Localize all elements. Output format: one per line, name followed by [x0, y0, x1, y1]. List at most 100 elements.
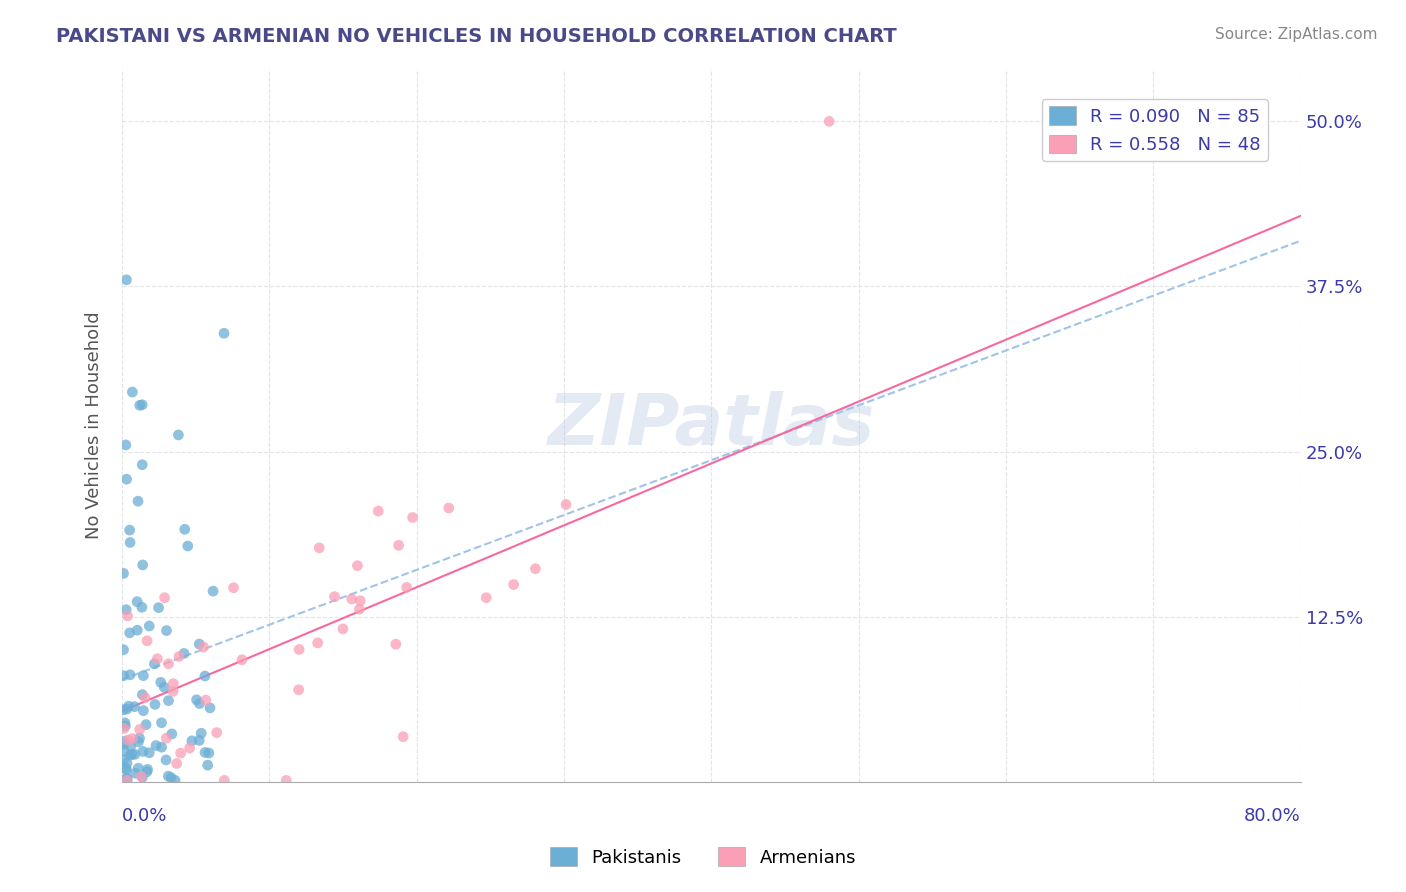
Point [127, 494, 149, 508]
Point [132, 704, 155, 718]
Point [194, 746, 217, 760]
Point [475, 591, 498, 605]
Point [121, 385, 143, 400]
Point [112, 566, 135, 581]
Point [193, 640, 215, 654]
Point [155, 753, 177, 767]
Point [198, 746, 221, 760]
Point [138, 746, 160, 760]
Point [165, 773, 187, 788]
Text: Source: ZipAtlas.com: Source: ZipAtlas.com [1215, 27, 1378, 42]
Point [173, 647, 195, 661]
Point [392, 730, 415, 744]
Point [197, 758, 219, 772]
Point [155, 624, 177, 638]
Point [179, 741, 201, 756]
Point [173, 522, 195, 536]
Point [115, 472, 138, 486]
Point [131, 458, 153, 472]
Point [124, 699, 146, 714]
Point [385, 637, 408, 651]
Point [167, 428, 190, 442]
Point [166, 756, 188, 771]
Point [188, 637, 211, 651]
Point [120, 535, 142, 549]
Point [145, 739, 167, 753]
Point [194, 669, 217, 683]
Point [146, 652, 169, 666]
Point [135, 717, 157, 731]
Point [160, 727, 183, 741]
Point [437, 501, 460, 516]
Point [127, 761, 149, 775]
Text: ZIPatlas: ZIPatlas [548, 391, 875, 459]
Point [132, 668, 155, 682]
Point [308, 541, 330, 555]
Point [524, 562, 547, 576]
Point [169, 746, 191, 760]
Point [205, 725, 228, 739]
Point [202, 584, 225, 599]
Point [162, 684, 184, 698]
Point [198, 701, 221, 715]
Point [115, 772, 138, 786]
Point [127, 624, 149, 638]
Point [112, 737, 135, 751]
Point [112, 703, 135, 717]
Text: 0.0%: 0.0% [122, 807, 167, 825]
Point [288, 642, 311, 657]
Point [555, 498, 578, 512]
Point [127, 595, 149, 609]
Point [114, 719, 136, 733]
Point [112, 734, 135, 748]
Point [162, 676, 184, 690]
Point [114, 715, 136, 730]
Point [117, 733, 139, 747]
Point [332, 622, 354, 636]
Point [131, 770, 153, 784]
Point [117, 608, 139, 623]
Point [231, 653, 253, 667]
Text: PAKISTANI VS ARMENIAN NO VEHICLES IN HOUSEHOLD CORRELATION CHART: PAKISTANI VS ARMENIAN NO VEHICLES IN HOU… [56, 27, 897, 45]
Point [287, 682, 309, 697]
Point [128, 398, 150, 412]
Point [136, 633, 159, 648]
Point [124, 747, 146, 762]
Point [395, 581, 418, 595]
Point [340, 592, 363, 607]
Point [112, 753, 135, 767]
Point [818, 114, 841, 128]
Point [150, 740, 173, 755]
Point [222, 581, 245, 595]
Legend: Pakistanis, Armenians: Pakistanis, Armenians [543, 840, 863, 874]
Point [131, 398, 153, 412]
Point [188, 733, 211, 747]
Point [114, 761, 136, 775]
Point [124, 766, 146, 780]
Point [128, 723, 150, 737]
Point [128, 731, 150, 746]
Point [120, 739, 142, 754]
Point [155, 731, 177, 746]
Point [157, 769, 180, 783]
Point [153, 680, 176, 694]
Point [349, 602, 371, 616]
Point [367, 504, 389, 518]
Point [132, 744, 155, 758]
Point [112, 642, 135, 657]
Point [186, 693, 208, 707]
Point [132, 558, 155, 572]
Point [136, 764, 159, 779]
Point [115, 273, 138, 287]
Point [160, 771, 183, 785]
Point [157, 693, 180, 707]
Point [118, 523, 141, 537]
Point [115, 756, 138, 771]
Point [115, 603, 138, 617]
Point [149, 675, 172, 690]
Point [136, 763, 159, 777]
Point [188, 697, 211, 711]
Y-axis label: No Vehicles in Household: No Vehicles in Household [86, 311, 103, 539]
Point [143, 698, 166, 712]
Point [115, 763, 138, 777]
